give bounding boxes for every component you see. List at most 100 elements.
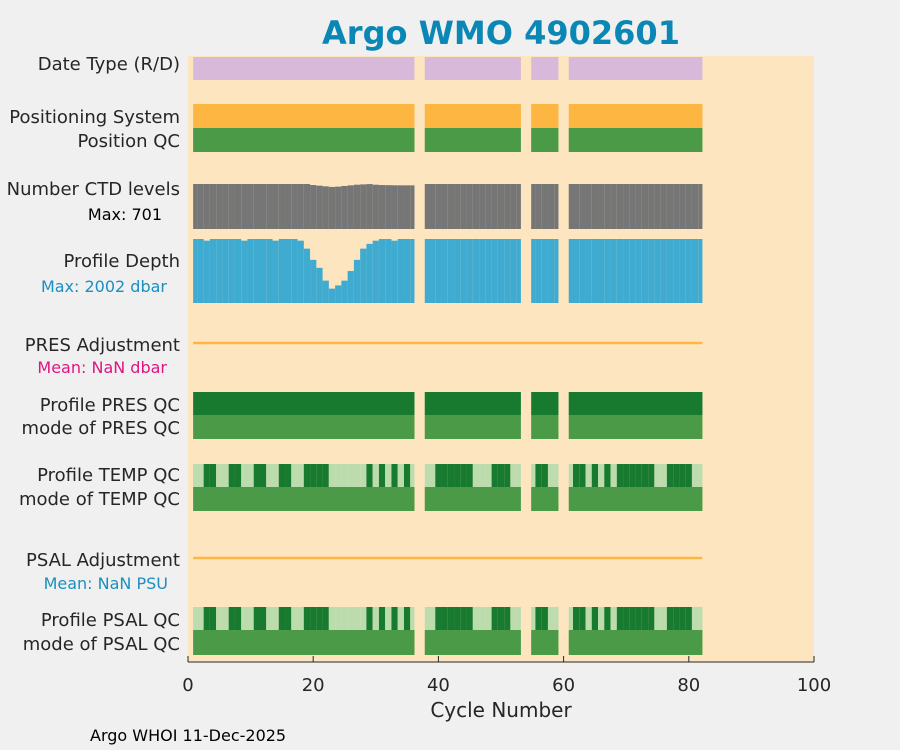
profile_depth-cycle-50 [497,239,505,303]
profile_psal_qc-cycle-46 [472,607,480,630]
mode_temp_qc-bar-seg-1 [424,487,521,511]
ctd_levels-cycle-1 [193,184,198,229]
profile_psal_qc-cycle-3 [203,607,210,630]
ctd_levels-cycle-78 [673,184,680,229]
profile_psal_qc-cycle-24 [335,607,342,630]
date_type-bar-seg-3 [568,57,703,80]
profile_temp_qc-cycle-45 [466,464,473,487]
row-label-mode_temp_qc: mode of TEMP QC [19,489,180,510]
profile_temp_qc-cycle-13 [266,464,273,487]
profile_depth-cycle-61 [568,239,573,303]
x-tick-label-20: 20 [302,675,325,696]
profile_psal_qc-cycle-39 [429,607,436,630]
profile_depth-cycle-57 [541,239,548,303]
profile_psal_qc-cycle-75 [654,607,661,630]
mode_pres_qc-bar-seg-2 [531,415,559,439]
profile_psal_qc-cycle-21 [316,607,323,630]
profile_psal_qc-cycle-28 [360,607,367,630]
profile_temp_qc-cycle-43 [454,464,461,487]
profile_temp_qc-cycle-59 [554,464,559,487]
profile_temp_qc-cycle-33 [391,464,398,487]
profile_depth-cycle-13 [266,239,273,303]
row-label-position_qc: Position QC [77,131,180,152]
ctd_levels-cycle-16 [285,184,292,229]
row-sublabel-ctd_levels: Max: 701 [88,205,162,224]
profile_depth-cycle-2 [197,239,204,303]
profile_temp_qc-cycle-36 [410,464,415,487]
profile_psal_qc-cycle-76 [660,607,667,630]
profile_psal_qc-cycle-17 [291,607,298,630]
profile_depth-cycle-59 [554,239,559,303]
profile_psal_qc-cycle-10 [247,607,254,630]
profile_depth-cycle-49 [491,239,498,303]
ctd_levels-cycle-75 [654,184,661,229]
profile_psal_qc-cycle-64 [585,607,592,630]
profile_temp_qc-cycle-48 [485,464,492,487]
profile_temp_qc-cycle-58 [547,464,555,487]
profile_temp_qc-cycle-4 [209,464,217,487]
ctd_levels-cycle-22 [322,186,329,229]
profile_temp_qc-cycle-32 [385,464,392,487]
profile_psal_qc-cycle-15 [278,607,286,630]
profile_temp_qc-cycle-20 [310,464,317,487]
position_qc-bar-seg-1 [424,128,521,152]
positioning-bar-seg-0 [193,104,415,128]
ctd_levels-cycle-29 [366,184,373,229]
profile_temp_qc-cycle-53 [516,464,521,487]
profile_depth-cycle-10 [247,239,254,303]
profile_depth-cycle-9 [241,240,248,303]
profile_temp_qc-cycle-75 [654,464,661,487]
profile_temp_qc-cycle-26 [347,464,354,487]
x-tick-label-0: 0 [182,675,193,696]
position_qc-bar-seg-2 [531,128,559,152]
profile_psal_qc-cycle-66 [598,607,605,630]
ctd_levels-cycle-76 [660,184,667,229]
profile_depth-cycle-66 [598,239,605,303]
ctd_levels-cycle-12 [259,184,267,229]
ctd_levels-cycle-69 [616,184,624,229]
mode_pres_qc-bar-seg-1 [424,415,521,439]
profile_psal_qc-cycle-78 [673,607,680,630]
ctd_levels-cycle-18 [297,184,304,229]
ctd_levels-cycle-77 [666,184,674,229]
profile_temp_qc-cycle-80 [685,464,692,487]
ctd_levels-cycle-11 [253,184,260,229]
profile_temp_qc-cycle-9 [241,464,248,487]
profile_psal_qc-cycle-11 [253,607,260,630]
profile_psal_qc-cycle-35 [403,607,411,630]
profile_temp_qc-cycle-18 [297,464,304,487]
profile_psal_qc-cycle-27 [353,607,361,630]
profile_depth-cycle-71 [629,239,636,303]
profile_psal_qc-cycle-55 [531,607,536,630]
profile_temp_qc-cycle-71 [629,464,636,487]
profile_depth-cycle-18 [297,240,304,303]
positioning-bar-seg-2 [531,104,559,128]
profile_psal_qc-cycle-8 [234,607,242,630]
mode_psal_qc-bar-seg-2 [531,630,559,655]
profile_temp_qc-cycle-55 [531,464,536,487]
ctd_levels-cycle-45 [466,184,473,229]
row-label-mode_pres_qc: mode of PRES QC [22,418,180,439]
row-sublabel-profile_depth: Max: 2002 dbar [41,277,167,296]
profile_depth-cycle-14 [272,240,279,303]
profile_depth-cycle-26 [347,271,354,303]
profile_temp_qc-cycle-42 [447,464,455,487]
profile_temp_qc-cycle-50 [497,464,505,487]
profile_psal_qc-cycle-61 [568,607,573,630]
row-label-pres_adj: PRES Adjustment [25,335,180,356]
ctd_levels-cycle-24 [335,186,342,229]
profile_depth-cycle-51 [504,239,511,303]
profile_depth-cycle-15 [278,239,286,303]
row-sublabel-pres_adj: Mean: NaN dbar [37,358,167,377]
profile_depth-cycle-6 [222,239,229,303]
profile_depth-cycle-82 [698,239,703,303]
ctd_levels-cycle-71 [629,184,636,229]
ctd_levels-cycle-7 [228,184,235,229]
profile_depth-cycle-75 [654,239,661,303]
profile_depth-cycle-16 [285,239,292,303]
ctd_levels-cycle-41 [441,184,448,229]
ctd_levels-cycle-81 [691,184,699,229]
profile_depth-cycle-69 [616,239,624,303]
ctd_levels-cycle-23 [328,186,336,229]
profile_temp_qc-cycle-28 [360,464,367,487]
